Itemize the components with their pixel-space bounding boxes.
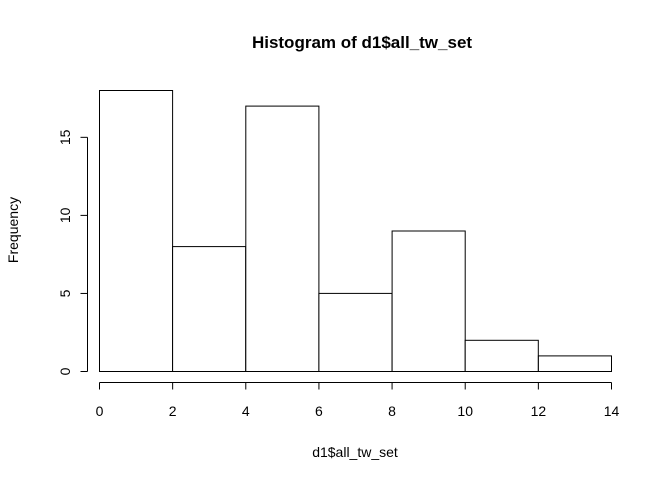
x-tick-label-3: 6: [315, 403, 323, 419]
histogram-bar-0: [99, 90, 174, 372]
x-tick-label-0: 0: [96, 403, 104, 419]
x-tick-label-2: 4: [242, 403, 250, 419]
chart-title: Histogram of d1$all_tw_set: [252, 33, 472, 52]
histogram-bar-1: [172, 246, 247, 373]
x-axis-label: d1$all_tw_set: [312, 444, 398, 460]
bars-group: [99, 90, 613, 373]
y-tick-label-0: 0: [57, 367, 73, 375]
y-tick-label-1: 5: [57, 289, 73, 297]
histogram-bar-3: [318, 292, 393, 372]
histogram-bar-4: [391, 230, 466, 372]
x-tick-label-5: 10: [457, 403, 473, 419]
histogram-bar-6: [537, 355, 613, 372]
histogram-bar-5: [464, 339, 539, 372]
y-axis: 0 5 10 15: [57, 129, 88, 375]
x-axis: 0 2 4 6 8 10 12 14: [96, 382, 620, 419]
y-tick-label-3: 15: [57, 129, 73, 145]
y-axis-label: Frequency: [5, 197, 21, 263]
x-tick-label-7: 14: [604, 403, 620, 419]
y-tick-label-2: 10: [57, 207, 73, 223]
histogram-bar-2: [245, 105, 320, 372]
x-tick-label-1: 2: [169, 403, 177, 419]
x-tick-label-6: 12: [531, 403, 547, 419]
x-tick-label-4: 8: [388, 403, 396, 419]
